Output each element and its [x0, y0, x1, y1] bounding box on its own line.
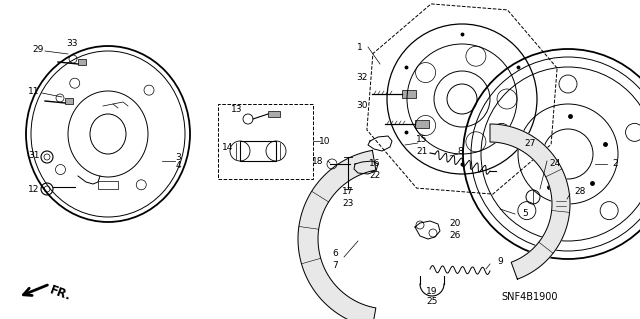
- Text: 18: 18: [312, 157, 324, 166]
- Text: 31: 31: [28, 152, 40, 160]
- Text: 32: 32: [356, 72, 368, 81]
- Text: 8: 8: [457, 147, 463, 157]
- Bar: [98, 181, 118, 189]
- Bar: [240, 141, 276, 161]
- Text: 5: 5: [522, 210, 528, 219]
- Text: 19: 19: [426, 286, 438, 295]
- Text: 28: 28: [574, 187, 586, 196]
- Bar: [555, 191, 567, 211]
- Text: 22: 22: [369, 172, 381, 181]
- Text: 25: 25: [426, 298, 438, 307]
- Text: 20: 20: [449, 219, 461, 228]
- Polygon shape: [298, 150, 376, 319]
- Bar: [65, 98, 73, 104]
- Text: 12: 12: [28, 184, 40, 194]
- Text: 29: 29: [32, 44, 44, 54]
- Text: 16: 16: [369, 160, 381, 168]
- Text: 17: 17: [342, 187, 354, 196]
- Bar: [415, 120, 429, 128]
- Text: 11: 11: [28, 86, 40, 95]
- Text: 6: 6: [332, 249, 338, 258]
- Text: 9: 9: [497, 256, 503, 265]
- Text: 15: 15: [416, 135, 428, 144]
- Text: 30: 30: [356, 101, 368, 110]
- Text: 14: 14: [222, 143, 234, 152]
- Bar: [78, 59, 86, 65]
- Polygon shape: [490, 124, 570, 279]
- Text: 23: 23: [342, 198, 354, 207]
- Text: SNF4B1900: SNF4B1900: [502, 292, 558, 302]
- Text: 3: 3: [175, 152, 181, 161]
- Text: 26: 26: [449, 232, 461, 241]
- Text: 4: 4: [175, 161, 181, 170]
- Text: 24: 24: [549, 160, 561, 168]
- Text: 10: 10: [319, 137, 331, 145]
- Text: 33: 33: [67, 40, 77, 48]
- Text: 21: 21: [416, 146, 428, 155]
- Text: 13: 13: [231, 106, 243, 115]
- Text: 2: 2: [612, 160, 618, 168]
- Text: FR.: FR.: [48, 283, 73, 303]
- Bar: [350, 159, 360, 169]
- Text: 27: 27: [524, 139, 536, 149]
- Bar: [268, 111, 280, 117]
- Bar: [402, 90, 416, 98]
- Bar: [218, 104, 313, 179]
- Text: 1: 1: [357, 42, 363, 51]
- Text: 7: 7: [332, 262, 338, 271]
